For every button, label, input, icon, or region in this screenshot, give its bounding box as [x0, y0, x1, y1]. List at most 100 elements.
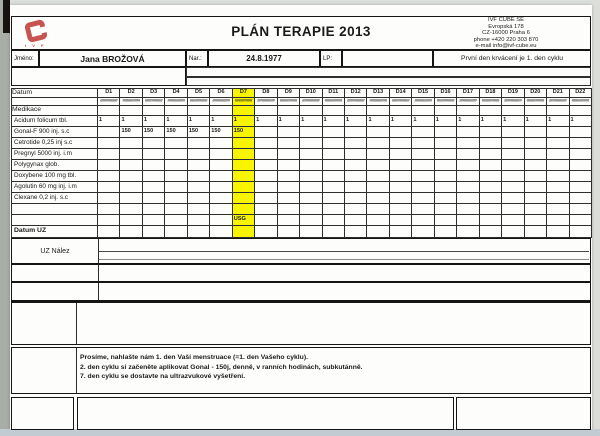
dose-cell-D20 [523, 137, 548, 149]
dose-cell-D17: 1 [456, 115, 480, 127]
dose-cell-D8: 1 [254, 115, 278, 127]
dose-cell-D11 [321, 148, 345, 160]
date-cell-D8: ######## [254, 97, 278, 106]
dose-cell-D8 [254, 126, 278, 138]
day-header-D20: D20 [523, 88, 548, 98]
dose-cell-D16 [433, 126, 458, 138]
dose-cell-D18: 1 [478, 115, 503, 127]
divider [98, 239, 99, 263]
writing-line [99, 259, 589, 260]
dose-cell-D11 [321, 192, 345, 204]
day-header-D11: D11 [321, 88, 345, 98]
dose-cell-D4 [164, 214, 188, 226]
dose-cell-D10 [299, 214, 323, 226]
dose-cell-D10 [299, 192, 323, 204]
dose-cell-D8 [254, 137, 278, 149]
dose-cell-D5 [186, 170, 211, 182]
dose-cell-D16 [433, 203, 458, 215]
dose-cell-D11: 1 [321, 115, 345, 127]
dose-cell-D11 [321, 159, 345, 171]
row-label [11, 203, 98, 215]
dose-cell-D19 [501, 192, 525, 204]
dose-cell-D10 [299, 148, 323, 160]
grid-cell-D22 [568, 105, 592, 116]
dose-cell-D18 [478, 170, 503, 182]
dose-cell-D16 [433, 159, 458, 171]
dose-cell-D7: 1 [231, 115, 256, 127]
dose-cell-D20 [523, 203, 548, 215]
dose-cell-D16 [433, 192, 458, 204]
dose-cell-D12 [343, 170, 368, 182]
dose-cell-D14 [388, 192, 413, 204]
page-title: PLÁN TERAPIE 2013 [231, 24, 371, 39]
date-cell-D20: ######## [523, 97, 548, 106]
scan-black-mark [3, 0, 10, 33]
dose-cell-D3 [141, 137, 166, 149]
dose-cell-D1 [96, 225, 121, 238]
dose-cell-D4 [164, 159, 188, 171]
datum-header-row: Datum D1 D2 D3 D4 D5 D6 D7 D8 D9 D10 D11 D12 D13 D14 D1… [11, 88, 592, 98]
dose-cell-D9 [276, 159, 301, 171]
day-header-D22: D22 [568, 88, 592, 98]
medication-row: Pregnyl 5000 inj. i.m [11, 148, 592, 160]
clinic-address-line: Evropská 178 [488, 23, 524, 30]
dose-cell-D14 [388, 181, 413, 193]
dose-cell-D14 [388, 159, 413, 171]
birth-label: Nar.: [186, 50, 208, 67]
dose-cell-D15 [411, 148, 435, 160]
dose-cell-D3 [141, 203, 166, 215]
dose-cell-D16 [433, 225, 458, 238]
dose-cell-D1 [96, 214, 121, 226]
date-cell-D13: ######## [366, 97, 390, 106]
dose-cell-D4: 1 [164, 115, 188, 127]
dose-cell-D2 [119, 192, 143, 204]
lp-value [342, 50, 433, 67]
dose-cell-D11 [321, 214, 345, 226]
date-cell-D6: ######## [209, 97, 233, 106]
medication-row: Clexane 0,2 inj. s.c [11, 192, 592, 204]
date-cell-D21: ######## [546, 97, 570, 106]
dose-cell-D20 [523, 126, 548, 138]
grid-cell-D13 [366, 105, 390, 116]
empty-medication-row [11, 203, 592, 215]
dose-cell-D7 [231, 159, 256, 171]
dose-cell-D13: 1 [366, 115, 390, 127]
row-label: Doxybene 100 mg tbl. [11, 170, 98, 182]
dose-cell-D1 [96, 148, 121, 160]
dose-cell-D15 [411, 214, 435, 226]
dose-cell-D3 [141, 148, 166, 160]
dose-cell-D2 [119, 203, 143, 215]
dose-cell-D6 [209, 225, 233, 238]
dose-cell-D14: 1 [388, 115, 413, 127]
dose-cell-D19: 1 [501, 115, 525, 127]
dose-cell-D13 [366, 170, 390, 182]
dose-cell-D6: 150 [209, 126, 233, 138]
dose-cell-D21 [546, 203, 570, 215]
birth-date: 24.8.1977 [208, 50, 320, 67]
dose-cell-D22 [568, 137, 592, 149]
grid-cell-D10 [299, 105, 323, 116]
dose-cell-D7 [231, 170, 256, 182]
uz-nalez-row: UZ Nález [11, 238, 591, 264]
dose-cell-D11 [321, 225, 345, 238]
date-cell-D22: ######## [568, 97, 592, 106]
dose-cell-D3 [141, 192, 166, 204]
grid-cell-D18 [478, 105, 503, 116]
dose-cell-D1 [96, 159, 121, 171]
dose-cell-D5 [186, 203, 211, 215]
grid-cell-D15 [411, 105, 435, 116]
day-header-D19: D19 [501, 88, 525, 98]
grid-cell-D5 [186, 105, 211, 116]
grid-cell-D12 [343, 105, 368, 116]
dose-cell-D14 [388, 170, 413, 182]
dose-cell-D15 [411, 181, 435, 193]
dose-cell-D2: 1 [119, 115, 143, 127]
row-label [11, 214, 98, 226]
grid-cell-D11 [321, 105, 345, 116]
tall-empty-section [11, 302, 591, 345]
dose-cell-D5 [186, 159, 211, 171]
date-cell-D16: ######## [433, 97, 458, 106]
therapy-grid: Datum D1 D2 D3 D4 D5 D6 D7 D8 D9 D10 D11 D12 D13 D14 D1… [11, 88, 592, 238]
dose-cell-D7 [231, 148, 256, 160]
dose-cell-D18 [478, 126, 503, 138]
